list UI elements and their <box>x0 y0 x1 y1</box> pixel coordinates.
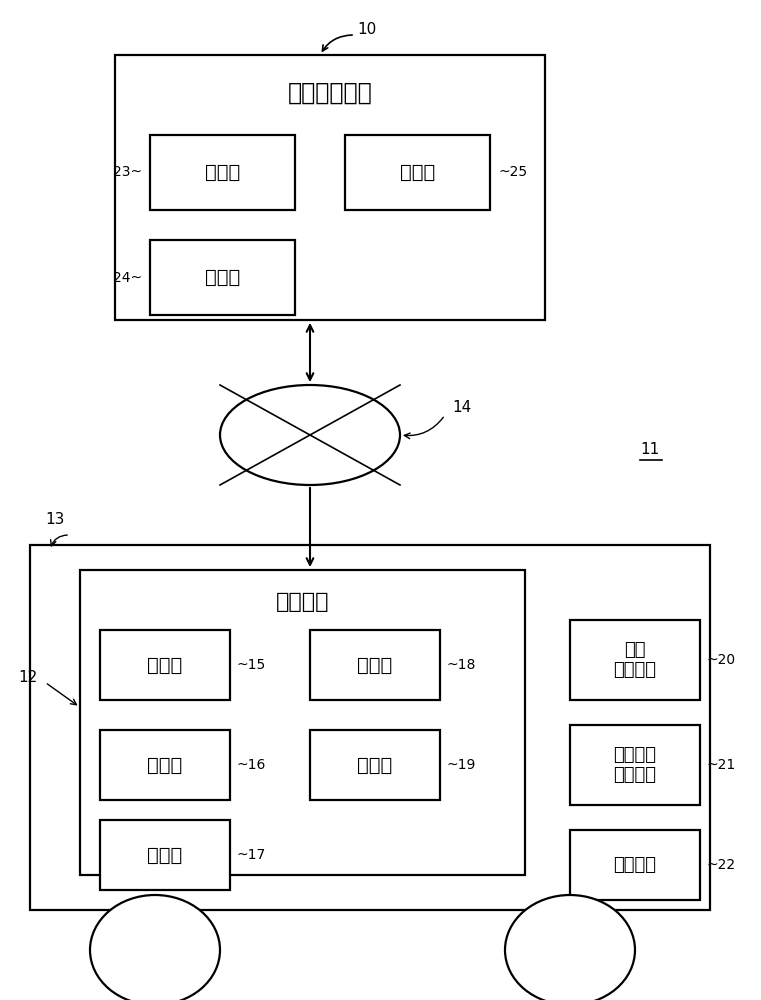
Bar <box>310 730 440 800</box>
Bar <box>30 545 710 910</box>
Text: 24~: 24~ <box>113 270 142 284</box>
Text: ~20: ~20 <box>706 653 735 667</box>
Bar <box>80 570 525 875</box>
Text: ~25: ~25 <box>498 165 527 180</box>
Text: 14: 14 <box>452 399 471 414</box>
Bar <box>570 620 700 700</box>
Text: 存储部: 存储部 <box>205 268 240 287</box>
Bar <box>115 55 545 320</box>
Bar <box>100 820 230 890</box>
Text: 存储部: 存储部 <box>358 656 393 674</box>
Text: ~18: ~18 <box>446 658 476 672</box>
Bar <box>310 630 440 700</box>
Ellipse shape <box>505 895 635 1000</box>
Bar <box>150 240 295 315</box>
Text: 输入部: 输入部 <box>148 846 183 864</box>
Text: 通信部: 通信部 <box>148 656 183 674</box>
Text: 输出部: 输出部 <box>148 756 183 774</box>
Bar <box>570 830 700 900</box>
Text: ~22: ~22 <box>706 858 735 872</box>
Bar <box>100 630 230 700</box>
Text: ~15: ~15 <box>236 658 266 672</box>
Text: 11: 11 <box>640 442 659 458</box>
Bar <box>100 730 230 800</box>
Text: 位置信息
获取装置: 位置信息 获取装置 <box>613 746 657 784</box>
Text: 信息处理装置: 信息处理装置 <box>288 81 372 105</box>
Text: 控制部: 控制部 <box>358 756 393 774</box>
Ellipse shape <box>220 385 400 485</box>
Text: 终端装置: 终端装置 <box>275 592 330 612</box>
Text: ~17: ~17 <box>236 848 266 862</box>
Bar <box>570 725 700 805</box>
Text: 10: 10 <box>358 22 377 37</box>
Text: ~21: ~21 <box>706 758 735 772</box>
Text: ~19: ~19 <box>446 758 476 772</box>
Text: 通信装置: 通信装置 <box>613 856 657 874</box>
Text: 特征
推测装置: 特征 推测装置 <box>613 641 657 679</box>
Text: 通信部: 通信部 <box>205 163 240 182</box>
Ellipse shape <box>90 895 220 1000</box>
Text: 13: 13 <box>45 512 65 528</box>
Text: 控制部: 控制部 <box>400 163 435 182</box>
Bar <box>345 135 490 210</box>
Text: 23~: 23~ <box>113 165 142 180</box>
Text: 12: 12 <box>19 670 38 685</box>
Text: ~16: ~16 <box>236 758 266 772</box>
Bar <box>150 135 295 210</box>
